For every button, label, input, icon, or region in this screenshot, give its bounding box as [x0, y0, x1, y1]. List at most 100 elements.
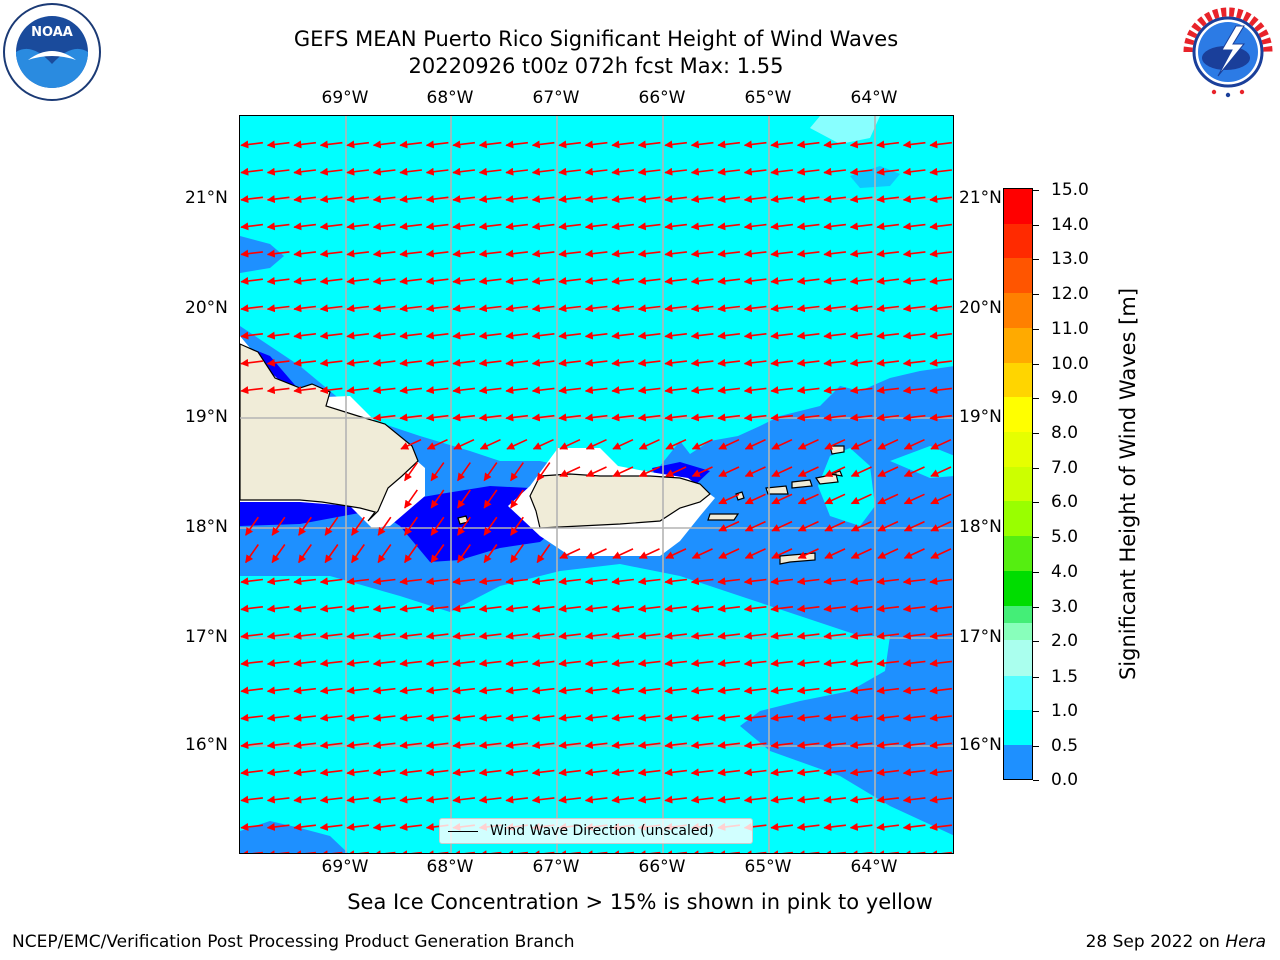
wind-wave-arrow — [293, 167, 316, 176]
wind-wave-arrow — [558, 741, 581, 750]
wind-wave-arrow — [611, 850, 634, 853]
wind-wave-arrow — [478, 577, 502, 586]
latitude-label: 18°N — [959, 517, 1002, 537]
wind-wave-arrow — [558, 276, 581, 285]
wind-wave-arrow — [399, 331, 422, 340]
wind-wave-arrow — [293, 604, 316, 613]
wind-wave-arrow — [664, 358, 687, 367]
wind-wave-arrow — [771, 466, 793, 477]
wind-wave-arrow — [770, 413, 793, 422]
wind-wave-arrow — [718, 438, 740, 450]
wind-wave-arrow — [584, 276, 608, 285]
wind-wave-arrow — [293, 686, 316, 695]
wind-wave-arrow — [240, 140, 263, 149]
wind-wave-arrow — [266, 358, 290, 367]
wind-wave-arrow — [638, 466, 660, 477]
wind-wave-arrow — [293, 386, 316, 395]
wind-wave-arrow — [584, 850, 608, 853]
wind-wave-arrow — [478, 358, 502, 367]
wind-wave-arrow — [240, 768, 263, 777]
wind-wave-arrow — [346, 631, 369, 640]
wind-wave-arrow — [399, 195, 422, 204]
longitude-label: 66°W — [638, 857, 686, 877]
wind-wave-arrow — [637, 795, 661, 804]
wind-wave-arrow — [319, 331, 343, 340]
wind-wave-arrow — [796, 713, 820, 722]
wind-wave-arrow — [240, 631, 263, 640]
footer-credit: NCEP/EMC/Verification Post Processing Pr… — [12, 932, 575, 952]
wind-wave-arrow — [690, 358, 714, 367]
wind-wave-arrow — [717, 659, 740, 668]
wind-wave-arrow — [611, 631, 634, 640]
wind-wave-arrow — [824, 520, 846, 532]
wind-wave-arrow — [690, 686, 714, 695]
wind-wave-arrow — [266, 659, 290, 668]
wind-wave-arrow — [584, 604, 608, 613]
wind-wave-arrow — [425, 768, 449, 777]
wind-wave-arrow — [824, 548, 846, 559]
wind-wave-arrow — [717, 195, 740, 204]
wind-wave-arrow — [346, 304, 369, 313]
wind-wave-arrow — [584, 140, 608, 149]
wind-wave-arrow — [319, 167, 343, 176]
wind-wave-arrow — [266, 140, 290, 149]
wind-wave-arrow — [770, 140, 793, 149]
wind-wave-arrow — [404, 462, 418, 482]
wind-wave-arrow — [372, 795, 396, 804]
wind-wave-arrow — [902, 686, 926, 695]
wind-wave-arrow — [536, 462, 551, 482]
wind-wave-arrow — [796, 631, 820, 640]
wind-wave-arrow — [876, 358, 899, 367]
wind-wave-arrow — [584, 741, 608, 750]
wind-wave-arrow — [770, 304, 793, 313]
wind-wave-arrow — [824, 438, 846, 450]
wind-wave-arrow — [690, 386, 714, 395]
wind-wave-arrow — [478, 222, 502, 231]
wind-wave-arrow — [425, 795, 449, 804]
wind-wave-arrow — [743, 741, 767, 750]
wind-wave-arrow — [796, 249, 820, 258]
wind-wave-arrow — [319, 195, 343, 204]
wind-wave-arrow — [584, 686, 608, 695]
noaa-logo-icon: NOAA — [3, 3, 101, 101]
wind-wave-arrow — [743, 604, 767, 613]
colorbar-segment — [1004, 467, 1032, 501]
wind-wave-arrow — [324, 544, 339, 564]
wind-wave-arrow — [930, 548, 952, 559]
wind-wave-arrow — [611, 167, 634, 176]
wind-wave-arrow — [743, 659, 767, 668]
wind-wave-arrow — [558, 686, 581, 695]
wind-wave-arrow — [850, 466, 872, 477]
wind-wave-arrow — [293, 659, 316, 668]
chart-title: GEFS MEAN Puerto Rico Significant Height… — [293, 27, 899, 51]
wind-wave-arrow — [770, 331, 793, 340]
wind-wave-arrow — [478, 167, 502, 176]
wind-wave-arrow — [558, 222, 581, 231]
wind-wave-arrow — [718, 493, 740, 505]
wind-wave-arrow — [266, 386, 290, 395]
wind-wave-arrow — [346, 140, 369, 149]
wind-wave-arrow — [744, 520, 766, 532]
wave-band-light-patch — [818, 448, 875, 526]
wind-wave-arrow — [743, 331, 767, 340]
colorbar — [1003, 188, 1033, 780]
wind-wave-arrow — [293, 631, 316, 640]
vieques-land — [707, 513, 740, 521]
wind-wave-arrow — [717, 222, 740, 231]
wind-wave-arrow — [770, 577, 793, 586]
wind-wave-arrow — [558, 631, 581, 640]
wind-wave-arrow — [425, 276, 449, 285]
wind-wave-arrow — [426, 438, 448, 450]
wind-wave-arrow — [717, 331, 740, 340]
wind-wave-arrow — [929, 577, 952, 586]
wind-wave-arrow — [293, 713, 316, 722]
wind-wave-arrow — [319, 659, 343, 668]
wind-wave-arrow — [612, 548, 634, 559]
wind-wave-arrow — [293, 276, 316, 285]
wind-wave-arrow — [771, 520, 793, 532]
wind-wave-arrow — [611, 577, 634, 586]
wind-wave-arrow — [346, 358, 369, 367]
wind-wave-arrow — [743, 358, 767, 367]
wind-wave-arrow — [823, 850, 846, 853]
wind-wave-arrow — [930, 466, 952, 477]
